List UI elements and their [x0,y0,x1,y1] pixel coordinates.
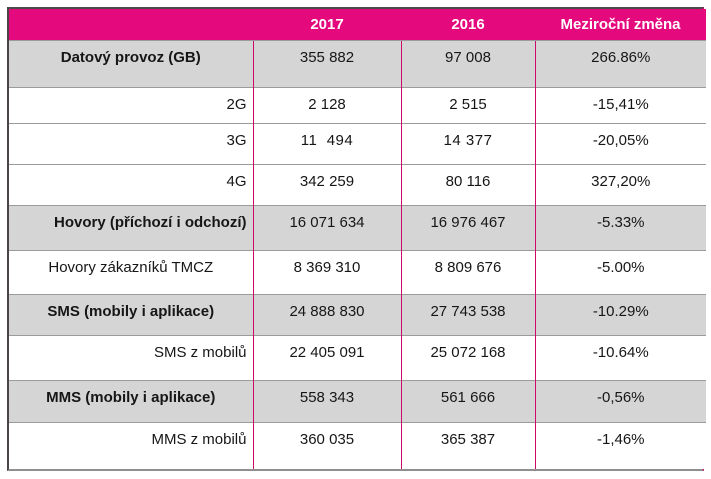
table-row-sms-mobile: SMS z mobilů 22 405 091 25 072 168 -10.6… [9,335,706,381]
column-header-change: Meziroční změna [535,9,706,41]
value-2017-cell: 16 071 634 [252,205,401,251]
change-cell: -5.00% [534,250,706,295]
value-2017-cell: 11 494 [252,123,401,165]
table-row-3g: 3G 11 494 14 377 -20,05% [9,123,706,165]
value-2017-cell: 360 035 [252,422,401,469]
value-2017-cell: 558 343 [252,380,401,423]
value-2016-cell: 561 666 [400,380,535,423]
value-2016-cell: 80 116 [400,164,535,206]
table-row-sms-total: SMS (mobily i aplikace) 24 888 830 27 74… [9,294,706,336]
value-2017-cell: 2 128 [252,87,401,124]
value-2016-cell: 16 976 467 [400,205,535,251]
row-label-cell: 2G [9,87,253,124]
row-label-cell: SMS (mobily i aplikace) [9,294,253,336]
row-label-cell: 4G [9,164,253,206]
table-row-mms-total: MMS (mobily i aplikace) 558 343 561 666 … [9,380,706,423]
yoy-comparison-table-frame: 2017 2016 Meziroční změna Datový provoz … [7,7,706,471]
value-2016-cell: 97 008 [400,40,535,88]
row-label-cell: Datový provoz (GB) [9,40,253,88]
table-header: 2017 2016 Meziroční změna [9,9,706,41]
yoy-comparison-table: 2017 2016 Meziroční změna Datový provoz … [9,9,706,469]
change-cell: 266.86% [534,40,706,88]
table-row-mms-mobile: MMS z mobilů 360 035 365 387 -1,46% [9,422,706,469]
value-2017-cell: 24 888 830 [252,294,401,336]
change-cell: -10.29% [534,294,706,336]
value-2016-cell: 2 515 [400,87,535,124]
value-2016-cell: 25 072 168 [400,335,535,381]
value-2017-cell: 8 369 310 [252,250,401,295]
change-cell: 327,20% [534,164,706,206]
change-cell: -5.33% [534,205,706,251]
row-label-cell: SMS z mobilů [9,335,253,381]
value-2017-cell: 22 405 091 [252,335,401,381]
table-row-calls-tmcz: Hovory zákazníků TMCZ 8 369 310 8 809 67… [9,250,706,295]
table-row-4g: 4G 342 259 80 116 327,20% [9,164,706,206]
change-cell: -0,56% [534,380,706,423]
value-2016-cell: 365 387 [400,422,535,469]
row-label-cell: Hovory zákazníků TMCZ [9,250,253,295]
value-2016-cell: 8 809 676 [400,250,535,295]
table-row-calls-total: Hovory (příchozí i odchozí) 16 071 634 1… [9,205,706,251]
table-row-2g: 2G 2 128 2 515 -15,41% [9,87,706,124]
change-cell: -1,46% [534,422,706,469]
column-header-metric [9,9,253,41]
column-header-2017: 2017 [253,9,401,41]
table-row-data-traffic: Datový provoz (GB) 355 882 97 008 266.86… [9,40,706,88]
column-header-2016: 2016 [401,9,535,41]
row-label-cell: MMS (mobily i aplikace) [9,380,253,423]
row-label-cell: MMS z mobilů [9,422,253,469]
change-cell: -10.64% [534,335,706,381]
row-label-cell: Hovory (příchozí i odchozí) [9,205,253,251]
header-row: 2017 2016 Meziroční změna [9,9,706,41]
change-cell: -20,05% [534,123,706,165]
value-2017-cell: 355 882 [252,40,401,88]
table-body: Datový provoz (GB) 355 882 97 008 266.86… [9,40,706,469]
value-2017-cell: 342 259 [252,164,401,206]
value-2016-cell: 27 743 538 [400,294,535,336]
value-2016-cell: 14 377 [400,123,535,165]
row-label-cell: 3G [9,123,253,165]
change-cell: -15,41% [534,87,706,124]
